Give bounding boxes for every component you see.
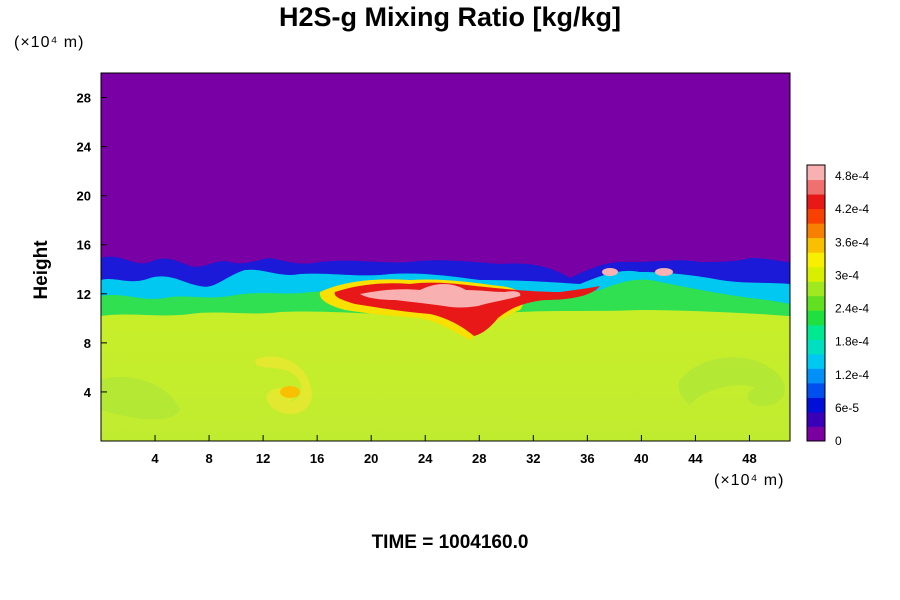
colorbar-tick-label: 3.6e-4 <box>835 235 869 249</box>
colorbar-tick-label: 2.4e-4 <box>835 302 869 316</box>
y-tick-label: 12 <box>77 287 91 302</box>
field-swirl-right <box>678 357 785 407</box>
x-tick-label: 44 <box>688 451 703 466</box>
field-pink-core <box>360 284 521 308</box>
field-lower-region <box>101 310 790 441</box>
field-pink-spot-2 <box>655 268 673 276</box>
field-swirl-lower-left <box>101 376 180 420</box>
y-tick-label: 28 <box>77 91 91 106</box>
field-pink-spot-1 <box>602 268 618 276</box>
colorbar-segment <box>807 426 825 442</box>
colorbar-tick-label: 4.2e-4 <box>835 202 869 216</box>
x-axis-ticks: 4 8 12 16 20 24 28 32 36 40 44 48 <box>151 435 757 466</box>
x-tick-label: 40 <box>634 451 648 466</box>
colorbar-segment <box>807 208 825 224</box>
x-tick-label: 4 <box>151 451 159 466</box>
x-tick-label: 36 <box>580 451 594 466</box>
chart-title: H2S-g Mixing Ratio [kg/kg] <box>278 2 621 32</box>
x-tick-label: 28 <box>472 451 486 466</box>
y-tick-label: 16 <box>77 238 91 253</box>
colorbar-tick-label: 4.8e-4 <box>835 169 869 183</box>
y-tick-label: 24 <box>77 140 92 155</box>
colorbar-segment <box>807 310 825 326</box>
y-tick-label: 4 <box>84 385 92 400</box>
colorbar-segment <box>807 368 825 384</box>
colorbar-tick-label: 0 <box>835 434 842 448</box>
x-axis-unit: (×10⁴ m) <box>714 472 785 489</box>
colorbar-segment <box>807 397 825 413</box>
colorbar-segment <box>807 324 825 340</box>
y-tick-label: 8 <box>84 336 91 351</box>
x-tick-label: 32 <box>526 451 540 466</box>
colorbar-segment <box>807 223 825 239</box>
colorbar-tick-label: 1.8e-4 <box>835 335 869 349</box>
x-tick-label: 20 <box>364 451 378 466</box>
colorbar-segment <box>807 179 825 195</box>
colorbar-segment <box>807 165 825 181</box>
colorbar-segment <box>807 252 825 268</box>
colorbar-segment <box>807 266 825 282</box>
colorbar-segment <box>807 382 825 398</box>
x-tick-label: 24 <box>418 451 433 466</box>
time-label: TIME = 1004160.0 <box>371 532 529 553</box>
plot-frame <box>100 72 791 442</box>
colorbar-segment <box>807 353 825 369</box>
colorbar-tick-label: 3e-4 <box>835 268 859 282</box>
field-orange-patch <box>280 386 300 398</box>
y-tick-label: 20 <box>77 189 91 204</box>
x-tick-label: 16 <box>310 451 324 466</box>
colorbar-frame <box>806 164 826 442</box>
y-axis-ticks: 4 8 12 16 20 24 28 <box>77 91 107 400</box>
heatmap-field <box>101 73 790 441</box>
colorbar-segment <box>807 339 825 355</box>
colorbar-tick-label: 1.2e-4 <box>835 368 869 382</box>
colorbar-segment <box>807 281 825 297</box>
x-tick-label: 12 <box>256 451 270 466</box>
field-swirl-left <box>255 356 312 415</box>
y-axis-unit: (×10⁴ m) <box>14 34 85 51</box>
colorbar-segment <box>807 237 825 253</box>
colorbar-segment <box>807 411 825 427</box>
x-tick-label: 48 <box>742 451 756 466</box>
colorbar-segment <box>807 194 825 210</box>
x-tick-label: 8 <box>205 451 212 466</box>
colorbar: 0 6e-5 1.2e-4 1.8e-4 2.4e-4 3e-4 3.6e-4 4.2e-4 4… <box>806 164 869 448</box>
colorbar-tick-label: 6e-5 <box>835 401 859 415</box>
colorbar-segment <box>807 295 825 311</box>
